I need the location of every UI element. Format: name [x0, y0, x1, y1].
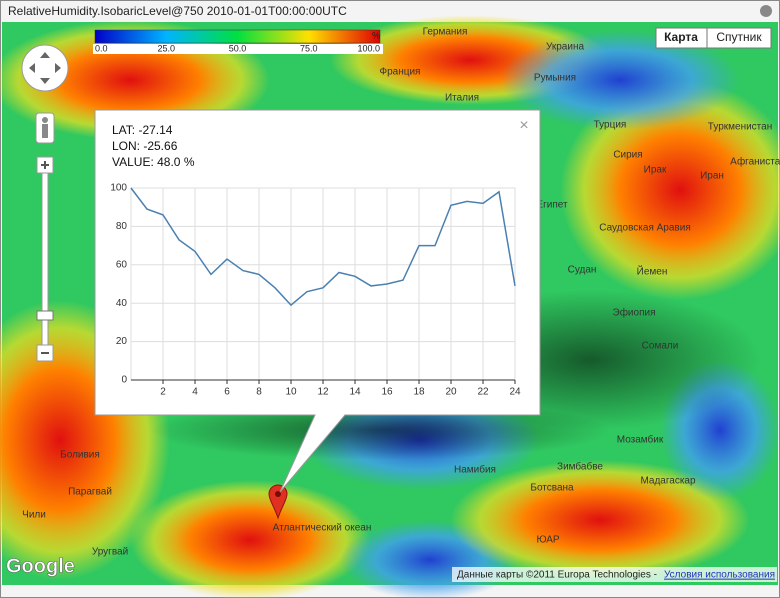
zoom-slider[interactable] — [36, 310, 54, 321]
place-label: Туркменистан — [708, 122, 772, 133]
colorbar-label-bg — [93, 44, 383, 54]
close-window[interactable] — [760, 5, 772, 17]
x-tick-label: 24 — [509, 387, 521, 398]
place-label: Мадагаскар — [640, 476, 696, 487]
pegman — [42, 117, 48, 123]
place-label: Ирак — [644, 165, 667, 176]
place-label: Саудовская Аравия — [599, 223, 691, 234]
window-title: RelativeHumidity.IsobaricLevel@750 2010-… — [8, 4, 347, 18]
y-tick-label: 100 — [110, 183, 127, 194]
info-lon: LON: -25.66 — [112, 139, 178, 153]
place-label: Эфиопия — [613, 307, 656, 319]
place-label: Афганистан — [730, 156, 780, 168]
place-label: Италия — [445, 93, 479, 104]
x-tick-label: 8 — [256, 387, 262, 398]
info-close[interactable]: × — [519, 117, 528, 134]
place-label: ЮАР — [536, 535, 559, 546]
zoom-in-icon — [41, 161, 49, 169]
colorbar-unit: % — [372, 30, 380, 40]
colorbar — [94, 29, 381, 44]
satellite-button-label: Спутник — [716, 30, 762, 44]
terms-link[interactable]: Условия использования — [664, 570, 775, 581]
map-button-label: Карта — [664, 30, 698, 44]
colorbar-label: 75.0 — [300, 43, 318, 53]
colorbar-label: 0.0 — [95, 43, 108, 53]
zoom-track — [41, 164, 49, 356]
pan-control[interactable] — [21, 44, 69, 92]
x-tick-label: 2 — [160, 387, 166, 398]
y-tick-label: 60 — [116, 259, 128, 270]
place-label: Боливия — [60, 450, 100, 461]
x-tick-label: 12 — [317, 387, 329, 398]
place-label: Судан — [568, 265, 597, 276]
place-label: Атлантический океан — [273, 523, 372, 534]
pegman-body — [42, 124, 48, 138]
place-label: Франция — [380, 67, 421, 78]
info-lat: LAT: -27.14 — [112, 123, 173, 137]
x-tick-label: 18 — [413, 387, 425, 398]
y-tick-label: 40 — [116, 298, 128, 309]
place-label: Чили — [22, 510, 46, 521]
satellite-button[interactable] — [706, 27, 772, 49]
place-label: Египет — [536, 200, 568, 211]
marker-dot — [275, 491, 281, 497]
x-tick-label: 20 — [445, 387, 457, 398]
attribution: Данные карты ©2011 Europa Technologies - — [457, 570, 657, 581]
place-label: Румыния — [534, 73, 576, 84]
place-label: Турция — [594, 120, 627, 131]
place-label: Уругвай — [92, 547, 128, 558]
place-label: Сирия — [613, 150, 642, 161]
google-logo: Google — [6, 555, 75, 577]
y-tick-label: 20 — [116, 336, 128, 347]
x-tick-label: 14 — [349, 387, 361, 398]
line-series — [130, 187, 516, 307]
place-label: Сомали — [642, 341, 679, 352]
place-label: Ботсвана — [530, 483, 574, 494]
info-value: VALUE: 48.0 % — [112, 155, 195, 169]
x-tick-label: 6 — [224, 387, 230, 398]
place-label: Парагвай — [68, 487, 112, 498]
place-label: Йемен — [637, 265, 668, 278]
place-label: Намибия — [454, 464, 496, 476]
place-label: Зимбабве — [557, 461, 603, 473]
colorbar-label: 25.0 — [157, 43, 175, 53]
place-label: Германия — [423, 27, 468, 38]
x-tick-label: 22 — [477, 387, 489, 398]
colorbar-label: 100.0 — [357, 43, 380, 53]
place-label: Иран — [700, 171, 724, 182]
place-label: Мозамбик — [617, 434, 664, 446]
x-tick-label: 4 — [192, 387, 198, 398]
marker[interactable] — [268, 484, 288, 520]
footer-bg — [452, 567, 777, 582]
place-label: Украина — [546, 42, 585, 53]
y-tick-label: 0 — [121, 375, 127, 386]
x-tick-label: 16 — [381, 387, 393, 398]
x-tick-label: 10 — [285, 387, 297, 398]
colorbar-label: 50.0 — [229, 43, 247, 53]
y-tick-label: 80 — [116, 221, 128, 232]
